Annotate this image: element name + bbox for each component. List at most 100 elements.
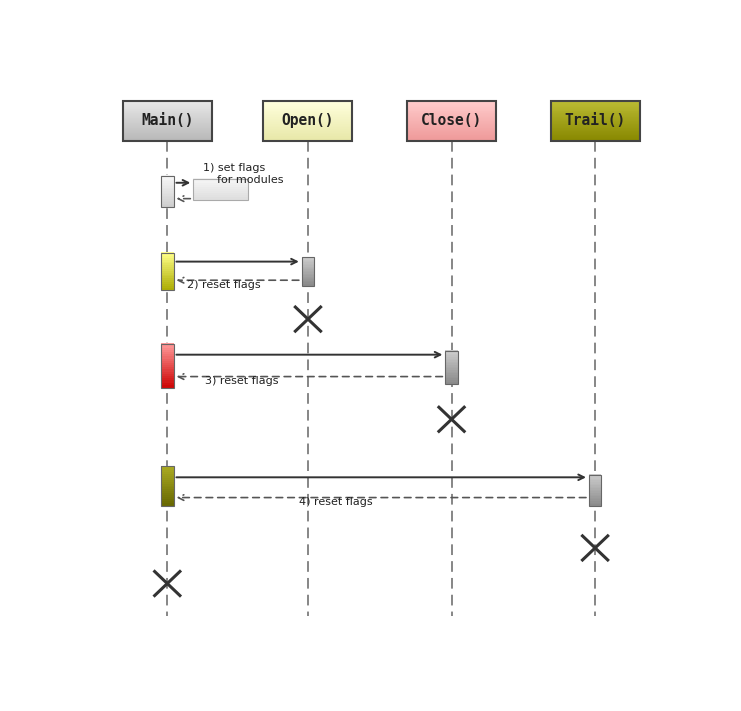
Bar <box>123 115 212 117</box>
Bar <box>161 496 173 498</box>
Bar <box>551 102 639 103</box>
Bar <box>123 101 212 102</box>
Bar <box>161 189 173 191</box>
Bar <box>302 260 314 262</box>
Bar <box>161 194 173 196</box>
Bar <box>407 112 496 114</box>
Text: Trail(): Trail() <box>565 114 625 129</box>
Bar <box>407 117 496 119</box>
Bar <box>589 493 602 495</box>
Bar <box>161 489 173 492</box>
Bar <box>161 385 173 387</box>
Bar <box>551 101 639 102</box>
Bar <box>407 114 496 116</box>
Bar <box>264 119 353 121</box>
Bar <box>445 353 458 356</box>
Bar <box>161 486 173 488</box>
Bar <box>589 483 602 486</box>
Bar <box>407 105 496 107</box>
Bar <box>551 135 639 137</box>
Bar <box>161 498 173 500</box>
Bar <box>551 112 639 113</box>
Bar <box>264 123 353 125</box>
Bar <box>589 499 602 501</box>
Bar <box>193 189 247 191</box>
Bar <box>161 352 173 355</box>
Bar <box>123 129 212 131</box>
Bar <box>445 380 458 382</box>
Bar <box>551 127 639 129</box>
Bar <box>264 122 353 124</box>
Bar <box>161 181 173 183</box>
Bar <box>161 376 173 379</box>
Bar <box>161 196 173 198</box>
Bar <box>407 109 496 110</box>
Bar <box>407 138 496 139</box>
Bar <box>123 120 212 122</box>
Bar <box>589 501 602 503</box>
Bar <box>264 101 353 102</box>
Bar <box>193 185 247 187</box>
Bar <box>407 105 496 106</box>
Bar <box>589 495 602 497</box>
Bar <box>161 177 173 179</box>
Bar <box>445 358 458 360</box>
Text: Open(): Open() <box>282 114 334 129</box>
Bar <box>551 119 639 121</box>
Bar <box>551 101 639 141</box>
Bar <box>123 102 212 104</box>
Bar <box>161 188 173 190</box>
Bar <box>161 176 173 208</box>
Bar <box>161 284 173 287</box>
Bar <box>551 136 639 138</box>
Bar <box>123 139 212 141</box>
Bar <box>161 383 173 385</box>
Bar <box>161 288 173 290</box>
Bar <box>123 112 212 114</box>
Bar <box>407 130 496 132</box>
Bar <box>161 346 173 348</box>
Bar <box>551 122 639 124</box>
Bar <box>551 124 639 126</box>
Bar <box>589 477 602 479</box>
Bar <box>161 180 173 182</box>
Bar <box>407 110 496 112</box>
Bar <box>407 123 496 125</box>
Bar <box>264 105 353 106</box>
Bar <box>161 256 173 258</box>
Bar <box>445 362 458 364</box>
Bar <box>551 134 639 136</box>
Bar <box>264 105 353 107</box>
Bar <box>589 474 602 476</box>
Bar <box>123 127 212 129</box>
Bar <box>264 132 353 134</box>
Bar <box>161 360 173 363</box>
Bar <box>161 253 173 290</box>
Bar <box>589 488 602 491</box>
Bar <box>407 112 496 113</box>
Bar <box>302 282 314 284</box>
Bar <box>445 360 458 363</box>
Bar <box>407 122 496 123</box>
Bar <box>589 482 602 484</box>
Bar <box>264 125 353 127</box>
Bar <box>264 101 353 141</box>
Bar <box>123 132 212 133</box>
Bar <box>123 135 212 137</box>
Bar <box>161 474 173 476</box>
Bar <box>302 274 314 276</box>
Bar <box>407 128 496 130</box>
Bar <box>589 498 602 500</box>
Bar <box>589 481 602 483</box>
Bar <box>193 178 247 181</box>
Bar <box>264 135 353 137</box>
Bar <box>589 504 602 506</box>
Bar <box>161 199 173 201</box>
Bar <box>264 129 353 131</box>
Bar <box>407 107 496 109</box>
Bar <box>161 178 173 181</box>
Bar <box>551 138 639 139</box>
Bar <box>407 129 496 131</box>
Bar <box>161 191 173 193</box>
Bar <box>445 351 458 384</box>
